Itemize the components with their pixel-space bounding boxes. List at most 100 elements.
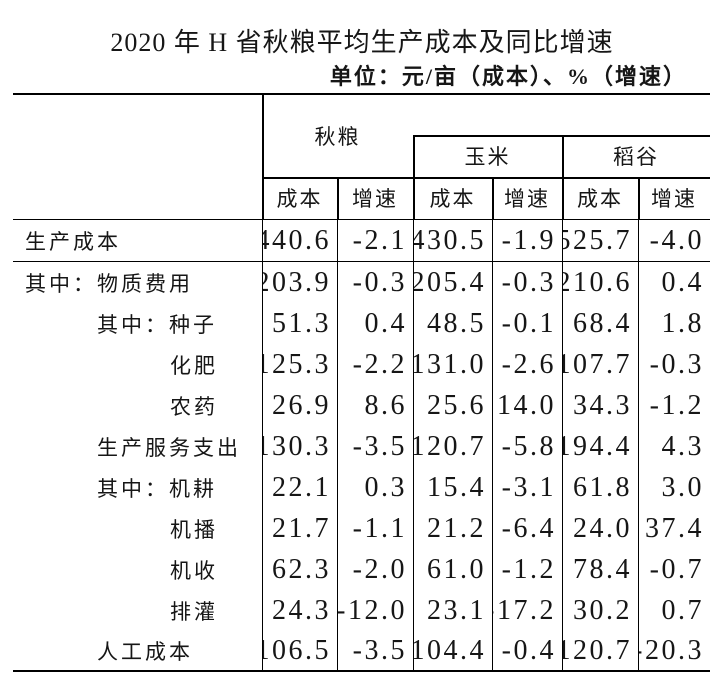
cell-autumn-cost: 26.9 [262,385,337,426]
cell-rice-growth: 37.4 [638,508,710,549]
cell-autumn-growth: -3.5 [337,426,413,467]
cell-rice-cost: 78.4 [562,549,638,590]
row-label: 其中：物质费用 [25,271,193,296]
cell-corn-cost: 48.5 [413,303,492,344]
cell-corn-cost: 61.0 [413,549,492,590]
divider [492,177,494,219]
cell-autumn-cost: 125.3 [262,344,337,385]
row-label: 机收 [170,558,218,583]
cell-corn-growth: -0.1 [492,303,562,344]
row-label: 其中：机耕 [97,476,217,501]
cell-rice-cost: 34.3 [562,385,638,426]
colgroup-autumn-grain: 秋粮 [314,125,361,149]
cell-autumn-growth: -1.1 [337,508,413,549]
divider [638,177,640,219]
divider [413,135,415,219]
subheader-corn-growth: 增速 [504,186,550,211]
table-title: 2020 年 H 省秋粮平均生产成本及同比增速 [110,28,614,57]
colgroup-corn: 玉米 [464,145,511,169]
cell-corn-cost: 120.7 [413,426,492,467]
cell-corn-growth: -0.3 [492,262,562,303]
table-row: 人工成本 106.5 -3.5 104.4 -0.4 120.7 -20.3 [13,631,710,672]
cell-corn-growth: -5.8 [492,426,562,467]
row-label: 人工成本 [97,639,193,664]
cell-corn-growth: -2.6 [492,344,562,385]
cell-rice-growth: 1.8 [638,303,710,344]
cell-rice-growth: 0.7 [638,590,710,631]
cell-rice-cost: 68.4 [562,303,638,344]
row-label: 生产成本 [25,229,121,254]
cell-autumn-growth: 8.6 [337,385,413,426]
table-row: 其中：种子 51.3 0.4 48.5 -0.1 68.4 1.8 [13,303,710,344]
cell-corn-growth: -1.9 [492,220,562,261]
row-label: 机播 [170,517,218,542]
cell-rice-growth: 0.4 [638,262,710,303]
cost-table: 秋粮 玉米 稻谷 成本 增速 成本 增速 成本 增速 生产成本 440.6 -2… [13,93,710,672]
subheader-rice-growth: 增速 [651,186,697,211]
cell-corn-cost: 205.4 [413,262,492,303]
cell-autumn-cost: 440.6 [262,220,337,261]
cell-autumn-growth: -0.3 [337,262,413,303]
cell-rice-cost: 107.7 [562,344,638,385]
cell-corn-growth: -3.1 [492,467,562,508]
row-label: 其中：种子 [97,312,217,337]
divider [262,95,264,219]
cell-autumn-growth: -2.2 [337,344,413,385]
cell-autumn-cost: 51.3 [262,303,337,344]
table-body: 生产成本 440.6 -2.1 430.5 -1.9 525.7 -4.0 其中… [13,220,710,672]
cell-corn-cost: 131.0 [413,344,492,385]
cell-rice-cost: 194.4 [562,426,638,467]
cell-rice-growth: -1.2 [638,385,710,426]
divider [337,177,339,219]
table-row: 化肥 125.3 -2.2 131.0 -2.6 107.7 -0.3 [13,344,710,385]
subheader-rice-cost: 成本 [577,186,623,211]
unit-note: 单位：元/亩（成本）、%（增速） [329,64,687,89]
cell-rice-cost: 525.7 [562,220,638,261]
cell-rice-growth: 4.3 [638,426,710,467]
cell-autumn-growth: -2.0 [337,549,413,590]
row-label: 农药 [170,394,218,419]
cell-autumn-cost: 130.3 [262,426,337,467]
cell-rice-growth: 3.0 [638,467,710,508]
table-row: 其中：机耕 22.1 0.3 15.4 -3.1 61.8 3.0 [13,467,710,508]
cell-corn-cost: 21.2 [413,508,492,549]
cell-rice-cost: 210.6 [562,262,638,303]
cell-rice-growth: -20.3 [638,631,710,670]
row-label: 化肥 [170,353,218,378]
cell-autumn-growth: -12.0 [337,590,413,631]
cell-corn-cost: 15.4 [413,467,492,508]
subheader-autumn-growth: 增速 [352,186,398,211]
cell-autumn-cost: 24.3 [262,590,337,631]
cell-autumn-cost: 203.9 [262,262,337,303]
divider [562,135,564,219]
cell-corn-cost: 25.6 [413,385,492,426]
cell-corn-growth: -0.4 [492,631,562,670]
cell-corn-growth: -17.2 [492,590,562,631]
cell-rice-growth: -4.0 [638,220,710,261]
table-row: 机收 62.3 -2.0 61.0 -1.2 78.4 -0.7 [13,549,710,590]
table-header: 秋粮 玉米 稻谷 成本 增速 成本 增速 成本 增速 [13,93,710,220]
cell-rice-cost: 24.0 [562,508,638,549]
cell-rice-cost: 61.8 [562,467,638,508]
cell-corn-growth: -6.4 [492,508,562,549]
divider [413,135,710,137]
divider [262,177,710,179]
table-row: 排灌 24.3 -12.0 23.1 -17.2 30.2 0.7 [13,590,710,631]
cell-autumn-growth: -2.1 [337,220,413,261]
cell-autumn-cost: 62.3 [262,549,337,590]
row-label: 排灌 [170,599,218,624]
subheader-corn-cost: 成本 [429,186,476,211]
table-row: 其中：物质费用 203.9 -0.3 205.4 -0.3 210.6 0.4 [13,262,710,303]
table-row: 机播 21.7 -1.1 21.2 -6.4 24.0 37.4 [13,508,710,549]
cell-corn-cost: 104.4 [413,631,492,670]
cell-autumn-cost: 106.5 [262,631,337,670]
cell-corn-growth: 14.0 [492,385,562,426]
row-label: 生产服务支出 [97,435,241,460]
table-row: 生产成本 440.6 -2.1 430.5 -1.9 525.7 -4.0 [13,220,710,262]
cell-rice-growth: -0.3 [638,344,710,385]
cell-autumn-cost: 21.7 [262,508,337,549]
subheader-autumn-cost: 成本 [276,186,323,211]
cell-corn-growth: -1.2 [492,549,562,590]
table-row: 生产服务支出 130.3 -3.5 120.7 -5.8 194.4 4.3 [13,426,710,467]
